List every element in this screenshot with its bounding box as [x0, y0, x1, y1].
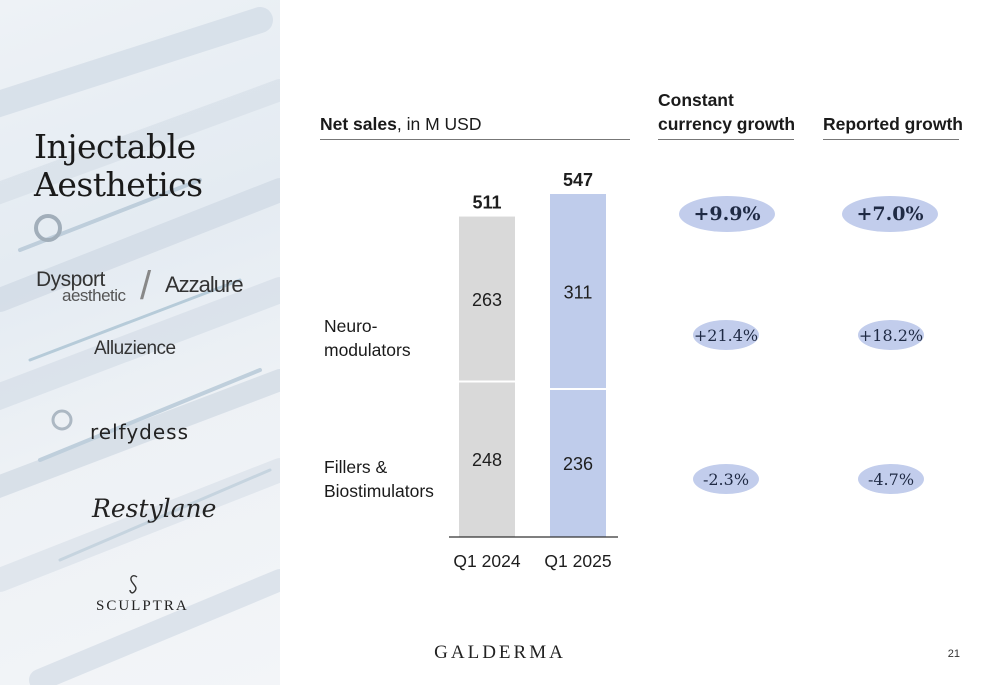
row-label-fillers-line1: Fillers & [324, 457, 388, 477]
reported-growth-header-rule [823, 139, 959, 140]
relfydess-logo: relfydess [90, 420, 190, 444]
page-number: 21 [947, 648, 960, 660]
row-label-neuromodulators: Neuro- modulators [324, 314, 411, 362]
azzalure-logo: Azzalure [165, 272, 244, 297]
total-constant-growth-badge: +9.9% [679, 196, 775, 232]
neuro-reported-growth-badge: +18.2% [858, 320, 924, 350]
row-label-fillers-line2: Biostimulators [324, 481, 434, 501]
constant-growth-header: Constant currency growth [658, 88, 795, 136]
logo-divider: / [140, 264, 152, 308]
bar-fillers-2 [550, 389, 606, 537]
total-label-1: 511 [472, 193, 501, 213]
data-label-neuro-1: 263 [472, 290, 502, 310]
data-label-fillers-2: 236 [563, 454, 593, 474]
category-label-2: Q1 2025 [544, 551, 611, 571]
sculptra-logo: SCULPTRA [96, 598, 189, 614]
net-sales-header-rule [320, 139, 630, 140]
dysport-logo-text: Dysport [36, 268, 105, 291]
total-label-2: 547 [563, 170, 593, 190]
alluzience-logo: Alluzience [94, 338, 176, 359]
data-label-neuro-2: 311 [564, 283, 593, 303]
constant-growth-header-line1: Constant [658, 90, 734, 110]
title-line-2: Aesthetics [34, 165, 203, 204]
bar-neuro-1 [459, 216, 515, 382]
syringes-background-image [0, 7, 280, 685]
page-title: Injectable Aesthetics [34, 128, 203, 204]
sculptra-mark-icon [129, 575, 138, 594]
data-label-fillers-1: 248 [472, 450, 502, 470]
net-sales-header: Net sales, in M USD [320, 114, 481, 135]
constant-growth-header-line2: currency growth [658, 114, 796, 134]
galderma-logo: GALDERMA [434, 642, 566, 663]
total-reported-growth-badge: +7.0% [842, 196, 938, 232]
restylane-logo: Restylane [92, 494, 217, 523]
bar-fillers-1 [459, 381, 515, 537]
bar-neuro-2 [550, 194, 606, 390]
net-sales-header-unit: , in M USD [396, 114, 482, 134]
fillers-reported-growth-badge: -4.7% [858, 464, 924, 494]
category-label-1: Q1 2024 [453, 551, 520, 571]
title-line-1: Injectable [34, 127, 196, 166]
row-label-neuro-line1: Neuro- [324, 316, 378, 336]
reported-growth-header: Reported growth [823, 114, 963, 134]
dysport-logo: Dysport aesthetic [36, 268, 126, 306]
row-label-fillers: Fillers & Biostimulators [324, 455, 434, 503]
net-sales-header-bold: Net sales [320, 114, 397, 134]
neuro-constant-growth-badge: +21.4% [693, 320, 759, 350]
dysport-logo-subtext: aesthetic [62, 286, 126, 305]
constant-growth-header-rule [658, 139, 794, 140]
product-image-panel: Injectable Aesthetics Dysport aesthetic … [0, 0, 280, 685]
fillers-constant-growth-badge: -2.3% [693, 464, 759, 494]
row-label-neuro-line2: modulators [324, 340, 411, 360]
